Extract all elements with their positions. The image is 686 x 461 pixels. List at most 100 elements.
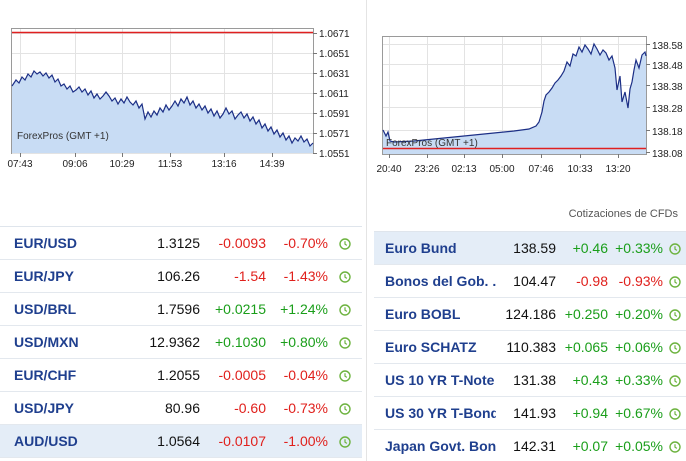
y-tick-label: 138.18 xyxy=(652,127,683,138)
quote-last: 131.38 xyxy=(496,363,560,397)
quote-name-link[interactable]: Bonos del Gob. . xyxy=(374,264,496,298)
quote-change: +0.94 xyxy=(560,396,612,430)
quote-change-pct: +1.24% xyxy=(270,292,332,326)
clock-icon[interactable] xyxy=(667,264,686,298)
quote-last: 124.186 xyxy=(496,297,560,331)
x-tick-label: 11:53 xyxy=(158,159,183,170)
quote-last: 142.31 xyxy=(496,429,560,461)
quote-row[interactable]: Euro BOBL 124.186 +0.250 +0.20% xyxy=(374,297,686,331)
quote-name-link[interactable]: US 10 YR T-Note xyxy=(374,363,496,397)
quote-row[interactable]: Japan Govt. Bon. 142.31 +0.07 +0.05% xyxy=(374,429,686,461)
quote-change: -0.0005 xyxy=(204,358,270,392)
quote-change-pct: +0.67% xyxy=(612,396,667,430)
clock-icon[interactable] xyxy=(667,231,686,265)
quote-change-pct: +0.33% xyxy=(612,363,667,397)
clock-icon[interactable] xyxy=(667,396,686,430)
quote-row[interactable]: Bonos del Gob. . 104.47 -0.98 -0.93% xyxy=(374,264,686,298)
euro-bund-chart-svg: ForexPros (GMT +1) 138.58 138.48 138.38 138… xyxy=(376,36,683,175)
quote-name-link[interactable]: EUR/USD xyxy=(0,226,112,260)
quote-last: 12.9362 xyxy=(112,325,204,359)
euro-bund-intraday-chart: ForexPros (GMT +1) 138.58 138.48 138.38 138… xyxy=(374,0,686,180)
quote-last: 80.96 xyxy=(112,391,204,425)
y-tick-label: 1.0671 xyxy=(319,29,350,40)
y-tick-label: 1.0551 xyxy=(319,149,350,160)
y-tick-label: 1.0631 xyxy=(319,69,350,80)
clock-icon[interactable] xyxy=(332,292,362,326)
clock-icon[interactable] xyxy=(332,226,362,260)
quote-last: 1.2055 xyxy=(112,358,204,392)
quote-row[interactable]: EUR/JPY 106.26 -1.54 -1.43% xyxy=(0,259,362,293)
quote-last: 110.383 xyxy=(496,330,560,364)
x-tick-label: 20:40 xyxy=(376,164,401,175)
clock-icon[interactable] xyxy=(332,259,362,293)
quote-change: +0.065 xyxy=(560,330,612,364)
y-tick-label: 138.48 xyxy=(652,61,683,72)
chart-watermark: ForexPros (GMT +1) xyxy=(386,138,478,149)
quote-row[interactable]: US 10 YR T-Note 131.38 +0.43 +0.33% xyxy=(374,363,686,397)
quote-name-link[interactable]: EUR/CHF xyxy=(0,358,112,392)
quote-change-pct: -0.73% xyxy=(270,391,332,425)
x-tick-label: 05:00 xyxy=(489,164,514,175)
quote-change: -0.60 xyxy=(204,391,270,425)
quote-row[interactable]: Euro SCHATZ 110.383 +0.065 +0.06% xyxy=(374,330,686,364)
quote-row[interactable]: USD/JPY 80.96 -0.60 -0.73% xyxy=(0,391,362,425)
y-tick-label: 1.0651 xyxy=(319,49,350,60)
quote-name-link[interactable]: EUR/JPY xyxy=(0,259,112,293)
cfd-caption: Cotizaciones de CFDs xyxy=(568,208,678,220)
x-tick-label: 13:16 xyxy=(211,159,236,170)
quote-change: +0.250 xyxy=(560,297,612,331)
quote-name-link[interactable]: USD/JPY xyxy=(0,391,112,425)
clock-icon[interactable] xyxy=(667,363,686,397)
quote-name-link[interactable]: USD/MXN xyxy=(0,325,112,359)
forex-panel: ForexPros (GMT +1) 1.0671 1.0651 1.0631 1.0… xyxy=(0,28,362,458)
quote-last: 141.93 xyxy=(496,396,560,430)
clock-icon[interactable] xyxy=(332,391,362,425)
clock-icon[interactable] xyxy=(667,330,686,364)
quote-change-pct: +0.20% xyxy=(612,297,667,331)
quote-row[interactable]: USD/BRL 1.7596 +0.0215 +1.24% xyxy=(0,292,362,326)
quote-name-link[interactable]: Japan Govt. Bon. xyxy=(374,429,496,461)
quote-change: +0.07 xyxy=(560,429,612,461)
quote-change-pct: +0.06% xyxy=(612,330,667,364)
quote-last: 104.47 xyxy=(496,264,560,298)
x-tick-label: 02:13 xyxy=(451,164,476,175)
quote-row[interactable]: EUR/CHF 1.2055 -0.0005 -0.04% xyxy=(0,358,362,392)
x-tick-label: 23:26 xyxy=(414,164,439,175)
chart-watermark: ForexPros (GMT +1) xyxy=(17,131,109,142)
clock-icon[interactable] xyxy=(332,325,362,359)
quote-change-pct: -0.93% xyxy=(612,264,667,298)
quote-change-pct: -1.43% xyxy=(270,259,332,293)
quote-name-link[interactable]: USD/BRL xyxy=(0,292,112,326)
quote-name-link[interactable]: AUD/USD xyxy=(0,424,112,458)
y-tick-label: 138.58 xyxy=(652,41,683,52)
clock-icon[interactable] xyxy=(667,297,686,331)
clock-icon[interactable] xyxy=(667,429,686,461)
x-tick-label: 10:33 xyxy=(567,164,592,175)
y-tick-label: 138.08 xyxy=(652,149,683,160)
quote-change-pct: +0.33% xyxy=(612,231,667,265)
price-line xyxy=(11,69,314,148)
quote-last: 1.0564 xyxy=(112,424,204,458)
quote-name-link[interactable]: Euro Bund xyxy=(374,231,496,265)
quote-name-link[interactable]: Euro BOBL xyxy=(374,297,496,331)
y-tick-label: 1.0571 xyxy=(319,129,350,140)
quote-row[interactable]: AUD/USD 1.0564 -0.0107 -1.00% xyxy=(0,424,362,458)
quote-change: +0.46 xyxy=(560,231,612,265)
quote-name-link[interactable]: Euro SCHATZ xyxy=(374,330,496,364)
quote-row[interactable]: EUR/USD 1.3125 -0.0093 -0.70% xyxy=(0,226,362,260)
quote-change: +0.43 xyxy=(560,363,612,397)
clock-icon[interactable] xyxy=(332,358,362,392)
quote-name-link[interactable]: US 30 YR T-Bond xyxy=(374,396,496,430)
quote-change-pct: +0.05% xyxy=(612,429,667,461)
quote-row[interactable]: US 30 YR T-Bond 141.93 +0.94 +0.67% xyxy=(374,396,686,430)
forex-quotes-table: EUR/USD 1.3125 -0.0093 -0.70% EUR/JPY 106.26-… xyxy=(0,226,362,458)
quote-row[interactable]: USD/MXN 12.9362 +0.1030 +0.80% xyxy=(0,325,362,359)
x-tick-label: 14:39 xyxy=(259,159,284,170)
quote-last: 1.7596 xyxy=(112,292,204,326)
quote-change-pct: -0.04% xyxy=(270,358,332,392)
clock-icon[interactable] xyxy=(332,424,362,458)
x-tick-label: 09:06 xyxy=(62,159,87,170)
eurusd-chart-svg: ForexPros (GMT +1) 1.0671 1.0651 1.0631 1.0… xyxy=(7,28,350,170)
quote-row[interactable]: Euro Bund 138.59 +0.46 +0.33% xyxy=(374,231,686,265)
x-tick-label: 10:29 xyxy=(109,159,134,170)
